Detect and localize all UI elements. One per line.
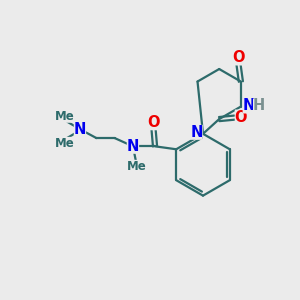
Text: Me: Me xyxy=(127,160,146,173)
Text: N: N xyxy=(190,125,203,140)
Text: H: H xyxy=(253,98,265,113)
Text: Me: Me xyxy=(55,137,74,150)
Text: N: N xyxy=(127,139,139,154)
Text: N: N xyxy=(74,122,86,137)
Text: N: N xyxy=(243,98,255,113)
Text: O: O xyxy=(232,50,245,65)
Text: O: O xyxy=(147,115,160,130)
Text: O: O xyxy=(235,110,247,124)
Text: Me: Me xyxy=(55,110,74,123)
